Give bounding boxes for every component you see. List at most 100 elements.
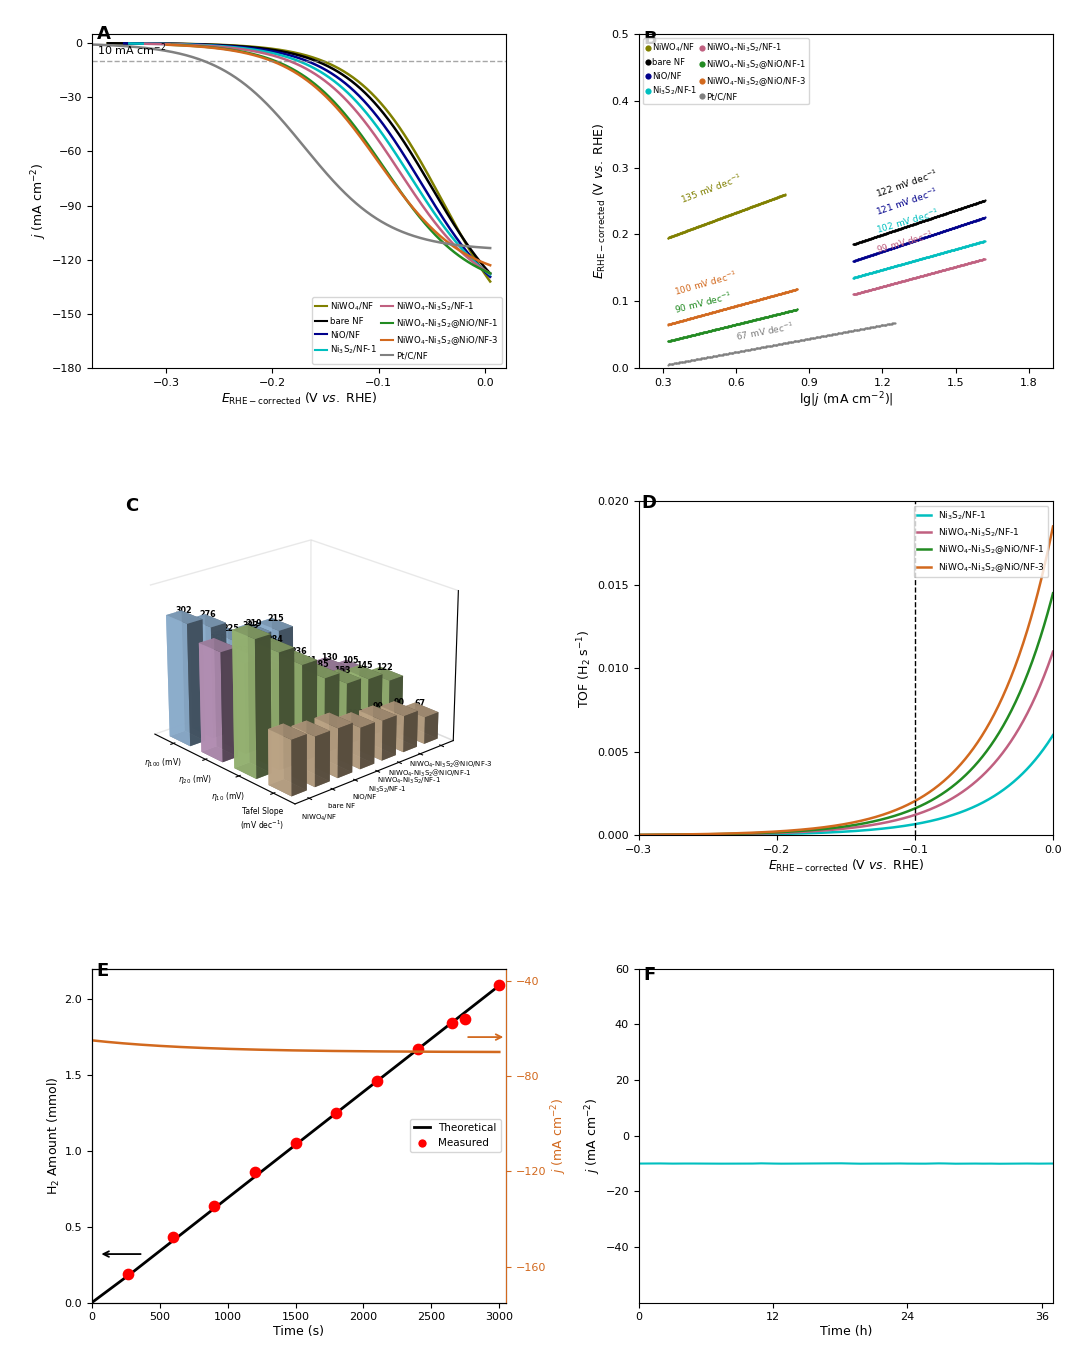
Theoretical bbox=[370, 1073, 383, 1090]
Point bbox=[882, 256, 900, 278]
Point bbox=[954, 214, 971, 236]
Point bbox=[673, 310, 690, 331]
Point bbox=[734, 293, 752, 315]
Point bbox=[856, 263, 874, 285]
Point bbox=[725, 202, 742, 224]
Point bbox=[918, 226, 935, 248]
Point bbox=[852, 318, 869, 340]
Point bbox=[946, 256, 963, 278]
Point bbox=[689, 216, 706, 237]
Point bbox=[782, 280, 799, 301]
Point bbox=[771, 282, 788, 304]
Point bbox=[889, 218, 906, 240]
Point bbox=[697, 213, 714, 235]
Point bbox=[873, 241, 890, 263]
Point bbox=[724, 203, 741, 225]
Point bbox=[968, 250, 985, 271]
Point bbox=[712, 344, 729, 366]
Point bbox=[894, 217, 912, 239]
Point bbox=[724, 315, 741, 337]
Point bbox=[717, 206, 734, 228]
Point bbox=[801, 327, 819, 349]
Point bbox=[908, 211, 926, 233]
Point bbox=[892, 270, 909, 292]
Point bbox=[718, 315, 735, 337]
Point bbox=[685, 218, 702, 240]
Point bbox=[715, 206, 732, 228]
Point bbox=[932, 243, 949, 265]
Point bbox=[902, 269, 919, 291]
Legend: Theoretical, Measured: Theoretical, Measured bbox=[410, 1118, 501, 1153]
Point bbox=[910, 228, 928, 250]
Point bbox=[752, 288, 769, 310]
Point bbox=[769, 284, 786, 306]
Point bbox=[864, 226, 881, 248]
Point bbox=[972, 232, 989, 254]
Point bbox=[969, 232, 986, 254]
Point bbox=[715, 316, 732, 338]
Point bbox=[724, 342, 741, 364]
Point bbox=[739, 292, 756, 314]
Point bbox=[920, 209, 937, 231]
Point bbox=[719, 297, 737, 319]
Point bbox=[850, 319, 867, 341]
Point bbox=[720, 297, 738, 319]
Point bbox=[944, 256, 961, 278]
Point bbox=[924, 262, 942, 284]
Point bbox=[927, 222, 944, 244]
Point bbox=[765, 334, 782, 356]
Point bbox=[732, 201, 750, 222]
Point bbox=[873, 259, 890, 281]
Point bbox=[958, 252, 975, 274]
Point bbox=[852, 248, 869, 270]
Point bbox=[676, 221, 693, 243]
Point bbox=[903, 231, 920, 252]
Point bbox=[788, 278, 806, 300]
Point bbox=[743, 310, 760, 331]
Point bbox=[679, 326, 697, 348]
Point bbox=[665, 329, 683, 351]
Point bbox=[886, 273, 903, 295]
Point bbox=[757, 336, 774, 357]
Point bbox=[906, 213, 923, 235]
Point bbox=[769, 334, 786, 356]
Point bbox=[947, 216, 964, 237]
Point bbox=[723, 203, 740, 225]
Point bbox=[957, 213, 974, 235]
Point bbox=[728, 314, 745, 336]
NiWO$_4$-Ni$_3$S$_2$/NF-1 bbox=[944, 791, 957, 807]
Point bbox=[848, 282, 865, 304]
Point bbox=[937, 258, 955, 280]
Point bbox=[687, 323, 704, 345]
Point bbox=[891, 218, 908, 240]
Point bbox=[880, 239, 897, 261]
Point bbox=[782, 300, 799, 322]
Point bbox=[847, 233, 864, 255]
Point bbox=[699, 213, 716, 235]
Point bbox=[915, 247, 932, 269]
Point bbox=[675, 351, 692, 372]
Point bbox=[766, 285, 783, 307]
Point bbox=[973, 231, 990, 252]
Point bbox=[954, 236, 971, 258]
Point bbox=[671, 222, 688, 244]
Point bbox=[683, 325, 700, 346]
Point bbox=[893, 270, 910, 292]
Point bbox=[867, 277, 885, 299]
Point bbox=[866, 243, 883, 265]
Point bbox=[733, 312, 751, 334]
Point bbox=[771, 284, 788, 306]
Point bbox=[874, 276, 891, 297]
Point bbox=[746, 195, 764, 217]
Point bbox=[936, 241, 954, 263]
Point bbox=[929, 222, 946, 244]
Point bbox=[943, 217, 960, 239]
Line: Theoretical: Theoretical bbox=[92, 985, 499, 1303]
Point bbox=[667, 329, 685, 351]
Point bbox=[879, 314, 896, 336]
Point bbox=[777, 301, 794, 323]
Point bbox=[906, 229, 923, 251]
Point bbox=[710, 318, 727, 340]
Point bbox=[956, 196, 973, 218]
Point bbox=[747, 308, 765, 330]
